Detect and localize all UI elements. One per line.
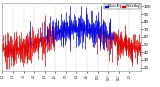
Legend: Above Avg, Below Avg: Above Avg, Below Avg (104, 4, 140, 9)
